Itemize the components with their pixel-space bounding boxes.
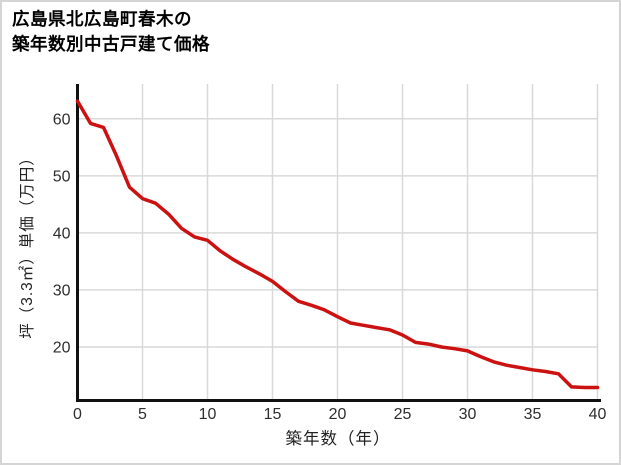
chart-title-line2: 築年数別中古戸建て価格 xyxy=(12,33,210,54)
x-tick-label: 30 xyxy=(459,406,477,423)
y-tick-label: 50 xyxy=(53,168,71,185)
x-tick-labels: 0 5 10 15 20 25 30 35 40 xyxy=(73,406,606,423)
x-tick-label: 25 xyxy=(394,406,412,423)
x-tick-label: 10 xyxy=(199,406,217,423)
x-tick-label: 40 xyxy=(589,406,607,423)
chart-title-line1: 広島県北広島町春木の xyxy=(12,9,192,29)
y-tick-label: 30 xyxy=(53,282,71,299)
y-tick-labels: 20 30 40 50 60 xyxy=(53,111,71,356)
y-tick-label: 20 xyxy=(53,339,71,356)
gridlines xyxy=(77,84,599,400)
x-axis-label: 築年数（年） xyxy=(285,430,391,448)
y-tick-label: 60 xyxy=(53,111,71,128)
y-axis-label: 坪（3.3㎡）単価（万円） xyxy=(19,149,36,339)
x-tick-label: 5 xyxy=(138,406,147,423)
x-tick-label: 15 xyxy=(264,406,282,423)
chart-title: 広島県北広島町春木の 築年数別中古戸建て価格 xyxy=(12,7,210,56)
x-tick-label: 20 xyxy=(329,406,347,423)
price-line-series xyxy=(75,99,600,390)
x-tick-label: 35 xyxy=(524,406,542,423)
x-tick-label: 0 xyxy=(73,406,82,423)
y-tick-label: 40 xyxy=(53,225,71,242)
axes xyxy=(76,84,601,402)
